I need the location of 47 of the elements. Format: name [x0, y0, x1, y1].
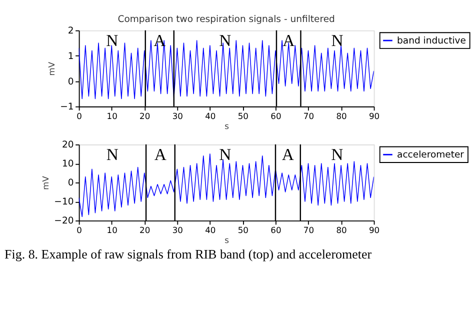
x-tick-label: 30: [172, 225, 183, 236]
annotation: N: [106, 145, 118, 164]
chart-title: Comparison two respiration signals - unfiltered: [118, 14, 336, 25]
x-tick-label: 20: [140, 110, 150, 121]
annotation: N: [219, 145, 232, 164]
annotation: N: [331, 31, 344, 50]
annotation: N: [106, 31, 118, 50]
x-tick-label: 50: [238, 225, 248, 236]
y-tick-label: 1: [68, 50, 74, 62]
legend-label: band inductive: [397, 35, 466, 46]
y-tick-label: 20: [62, 140, 74, 151]
x-tick-label: 60: [270, 225, 282, 236]
annotation: A: [154, 31, 166, 50]
x-tick-label: 10: [106, 225, 118, 236]
x-tick-label: 70: [303, 110, 314, 121]
y-tick-label: 2: [68, 26, 74, 37]
annotation: N: [331, 145, 344, 164]
x-tick-label: 50: [238, 110, 248, 121]
x-axis-title: s: [224, 121, 229, 132]
y-tick-label: 0: [68, 178, 74, 189]
annotation: N: [219, 31, 232, 50]
x-tick-label: 30: [172, 110, 183, 121]
x-tick-label: 10: [106, 110, 118, 121]
x-tick-label: 80: [336, 225, 347, 236]
x-tick-label: 60: [270, 110, 282, 121]
x-tick-label: 0: [76, 110, 82, 121]
x-axis-title: s: [224, 235, 229, 246]
x-tick-label: 40: [205, 110, 216, 121]
x-tick-label: 90: [368, 225, 380, 236]
y-tick-label: −20: [54, 216, 74, 227]
x-tick-label: 80: [336, 110, 347, 121]
annotation: A: [154, 145, 166, 164]
annotation: A: [282, 31, 295, 50]
y-tick-label: 10: [62, 158, 74, 170]
y-tick-label: 0: [68, 76, 74, 88]
legend-label: accelerometer: [397, 149, 464, 160]
x-tick-label: 0: [76, 225, 82, 236]
caption: Fig. 8. Example of raw signals from RIB band (top) and accelerometer: [4, 246, 372, 262]
y-tick-label: −1: [60, 102, 74, 113]
x-tick-label: 70: [303, 225, 314, 236]
x-tick-label: 20: [140, 225, 150, 236]
x-tick-label: 40: [205, 225, 216, 236]
y-tick-label: −10: [54, 196, 74, 208]
y-axis-title: mV: [40, 176, 51, 190]
x-tick-label: 90: [368, 110, 380, 121]
annotation: A: [282, 145, 294, 164]
y-axis-title: mV: [46, 62, 57, 76]
